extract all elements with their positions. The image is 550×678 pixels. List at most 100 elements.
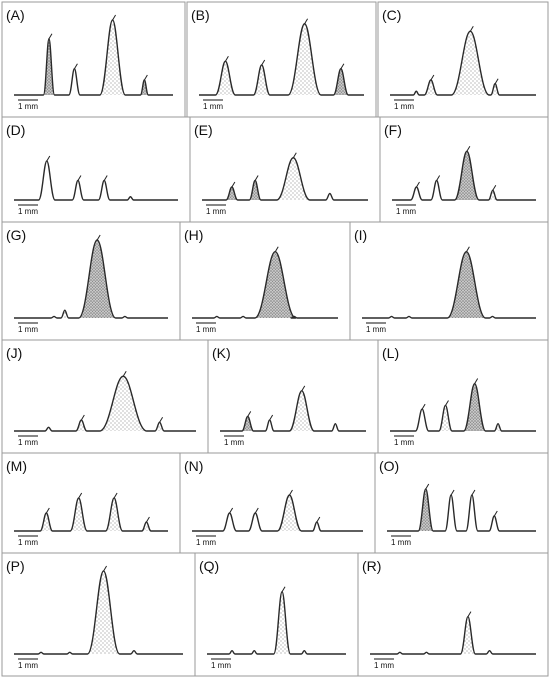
peak-tip-1 <box>421 403 426 410</box>
peak-tip-4 <box>340 63 345 70</box>
profile-outline <box>192 494 363 532</box>
peak-fill-3 <box>276 157 310 200</box>
panel-label: (L) <box>382 345 399 361</box>
peak-tip-2 <box>436 175 441 181</box>
profile-outline <box>362 251 536 319</box>
panel-b: (B) 1 mm <box>186 1 377 118</box>
peak-tip-2 <box>261 59 266 66</box>
panel-j: (J) 1 mm <box>1 339 209 454</box>
scale-bar-label: 1 mm <box>391 538 411 547</box>
peak-fill-3 <box>451 31 490 95</box>
peak-fill-1 <box>43 38 55 95</box>
profile-outline <box>370 615 536 655</box>
panel-g: (G) 1 mm <box>1 221 181 341</box>
panel-label: (I) <box>354 227 367 243</box>
scale-bar-label: 1 mm <box>196 538 216 547</box>
profile-outline <box>207 591 346 655</box>
peak-tip-2 <box>77 175 82 181</box>
peak-fill-1 <box>418 489 434 531</box>
peak-tip-3 <box>467 611 472 617</box>
profile-outline <box>14 570 183 655</box>
panel-k: (K) 1 mm <box>207 339 379 454</box>
peak-fill-4 <box>333 68 349 95</box>
peak-tip-2 <box>80 414 85 421</box>
peak-tip-1 <box>229 507 234 514</box>
profile-outline <box>192 251 338 319</box>
peak-tip-1 <box>247 411 252 417</box>
panel-label: (A) <box>6 7 25 23</box>
peak-tip-3 <box>304 18 309 25</box>
peak-fill-1 <box>226 187 238 200</box>
panel-label: (M) <box>6 458 27 474</box>
scale-bar-label: 1 mm <box>396 207 416 216</box>
peak-tip-1 <box>425 483 430 490</box>
panel-r: (R) 1 mm <box>357 552 549 677</box>
panel-border <box>194 552 359 677</box>
peak-fill-3 <box>277 495 302 531</box>
peak-tip-4 <box>159 416 164 423</box>
panel-border <box>357 552 549 677</box>
panel-label: (E) <box>194 122 213 138</box>
panel-label: (G) <box>6 227 26 243</box>
panel-l: (L) 1 mm <box>377 339 549 454</box>
peak-fill-3 <box>87 571 120 654</box>
peak-tip-2 <box>73 63 78 70</box>
peak-fill-3 <box>99 20 126 95</box>
scale-bar-label: 1 mm <box>206 207 226 216</box>
peak-tip-3 <box>289 489 293 496</box>
panel-n: (N) 1 mm <box>179 452 376 554</box>
scale-bar-label: 1 mm <box>394 102 414 111</box>
peak-tip-3 <box>274 246 279 252</box>
panel-label: (K) <box>212 345 231 361</box>
scale-bar-label: 1 mm <box>18 207 38 216</box>
peak-fill-3 <box>273 591 291 654</box>
peak-tip-4 <box>494 78 499 85</box>
panel-a: (A) 1 mm <box>1 1 186 118</box>
peak-tip-3 <box>466 145 471 152</box>
peak-tip-3 <box>281 586 286 593</box>
peak-fill-2 <box>75 420 87 431</box>
panel-i: (I) 1 mm <box>349 221 549 341</box>
profile-outline <box>390 382 536 432</box>
peak-tip-3 <box>113 492 118 499</box>
scale-bar-label: 1 mm <box>374 661 394 670</box>
peak-fill-3 <box>105 498 123 531</box>
panel-label: (F) <box>384 122 402 138</box>
panel-label: (B) <box>191 7 210 23</box>
panel-label: (O) <box>379 458 399 474</box>
peak-fill-3 <box>454 151 480 200</box>
panel-border <box>1 1 186 118</box>
peak-fill-2 <box>438 405 453 431</box>
profile-outline <box>199 23 364 96</box>
panel-border <box>179 221 351 341</box>
peak-tip-4 <box>316 516 321 523</box>
peak-tip-4 <box>143 74 148 81</box>
profile-outline <box>392 150 536 201</box>
scale-bar-label: 1 mm <box>196 325 216 334</box>
peak-fill-2 <box>249 180 261 200</box>
panel-border <box>207 339 379 454</box>
peak-fill-3 <box>288 23 322 95</box>
panel-label: (J) <box>6 345 22 361</box>
peak-tip-1 <box>224 55 229 62</box>
peak-tip-3 <box>292 152 297 159</box>
panel-q: (Q) 1 mm <box>194 552 359 677</box>
peak-tip-3 <box>122 370 127 377</box>
peak-tip-2 <box>254 175 259 181</box>
profile-outline <box>14 239 168 319</box>
scale-bar-label: 1 mm <box>366 325 386 334</box>
scale-bar-label: 1 mm <box>18 438 38 447</box>
panel-h: (H) 1 mm <box>179 221 351 341</box>
peak-tip-3 <box>103 175 108 181</box>
peak-tip-1 <box>46 155 51 162</box>
profile-outline <box>14 375 196 432</box>
peak-tip-2 <box>445 400 449 406</box>
panel-label: (D) <box>6 122 25 138</box>
peak-fill-3 <box>460 616 476 654</box>
profile-outline <box>390 30 536 96</box>
peak-tip-2 <box>78 492 83 499</box>
panel-border <box>349 221 549 341</box>
peak-tip-3 <box>103 565 107 572</box>
peak-tip-3 <box>471 489 476 496</box>
